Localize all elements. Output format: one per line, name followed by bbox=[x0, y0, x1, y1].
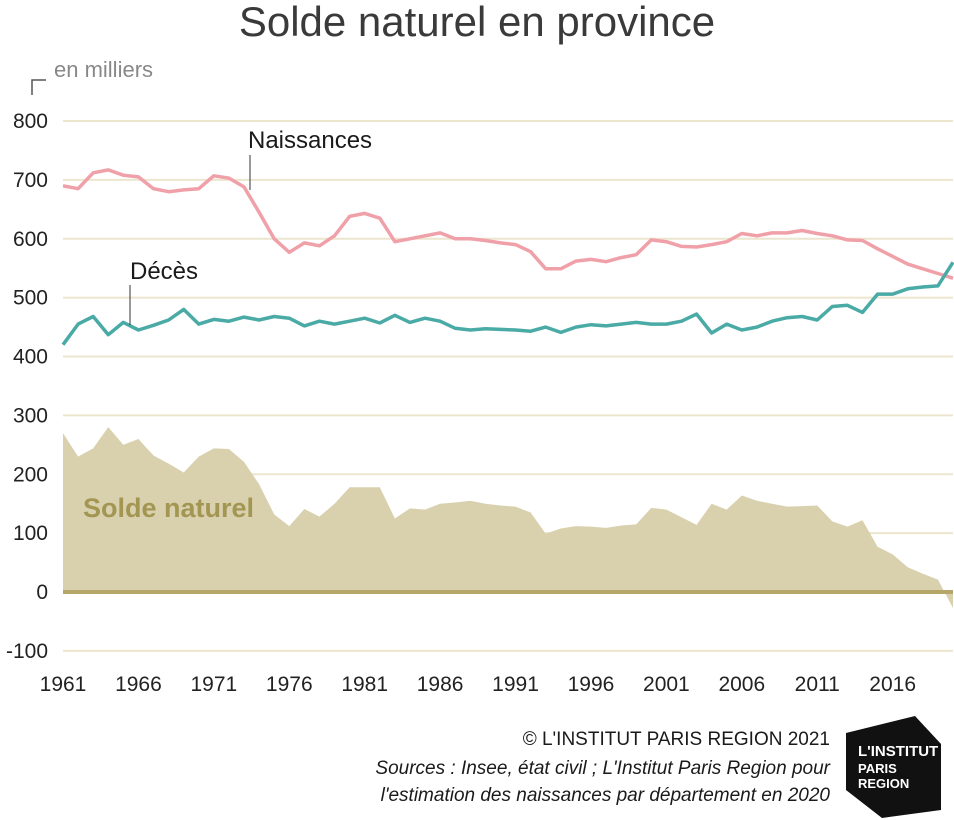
y-axis-ticks: 800 700 600 500 400 300 200 100 0 -100 bbox=[6, 110, 48, 663]
x-axis-ticks: 1961 1966 1971 1976 1981 1986 1991 1996 2001 2006… bbox=[40, 673, 916, 696]
logo-line-3: REGION bbox=[858, 776, 909, 791]
y-tick-label: 0 bbox=[36, 581, 48, 604]
y-tick-label: 500 bbox=[13, 287, 48, 310]
y-tick-label: 600 bbox=[13, 228, 48, 251]
sources-line-2: l'estimation des naissances par départem… bbox=[381, 785, 831, 806]
series-lines bbox=[61, 168, 954, 346]
solde-area-layer bbox=[63, 427, 953, 608]
copyright-text: © L'INSTITUT PARIS REGION 2021 bbox=[523, 729, 830, 750]
x-tick-label: 2006 bbox=[718, 673, 765, 696]
x-tick-label: 2016 bbox=[869, 673, 916, 696]
logo-line-1: L'INSTITUT bbox=[858, 743, 938, 760]
series-annotations: Naissances Décès Solde naturel bbox=[83, 127, 372, 523]
footer: © L'INSTITUT PARIS REGION 2021 Sources :… bbox=[375, 729, 830, 806]
y-tick-label: 400 bbox=[13, 346, 48, 369]
institut-logo: L'INSTITUT PARIS REGION bbox=[846, 716, 941, 818]
solde-naturel-area bbox=[63, 427, 953, 608]
chart-title: Solde naturel en province bbox=[239, 0, 715, 45]
x-tick-label: 1986 bbox=[417, 673, 464, 696]
x-tick-label: 1996 bbox=[568, 673, 615, 696]
x-tick-label: 1961 bbox=[40, 673, 87, 696]
x-tick-label: 1981 bbox=[341, 673, 388, 696]
y-tick-label: 200 bbox=[13, 463, 48, 486]
naissances-line bbox=[62, 168, 954, 280]
logo-shape bbox=[846, 716, 941, 818]
deces-label: Décès bbox=[130, 258, 198, 285]
x-tick-label: 1976 bbox=[266, 673, 313, 696]
x-tick-label: 1991 bbox=[492, 673, 539, 696]
y-tick-label: 800 bbox=[13, 110, 48, 133]
x-tick-label: 2001 bbox=[643, 673, 690, 696]
x-tick-label: 1966 bbox=[115, 673, 162, 696]
unit-label: en milliers bbox=[54, 57, 153, 82]
naissances-label: Naissances bbox=[248, 127, 372, 154]
x-tick-label: 1971 bbox=[190, 673, 237, 696]
y-tick-label: 700 bbox=[13, 169, 48, 192]
logo-line-2: PARIS bbox=[858, 761, 897, 776]
unit-bracket bbox=[31, 79, 46, 95]
y-tick-label: 100 bbox=[13, 522, 48, 545]
y-tick-label: 300 bbox=[13, 404, 48, 427]
solde-naturel-label: Solde naturel bbox=[83, 493, 254, 523]
y-tick-label: -100 bbox=[6, 640, 48, 663]
unit-indicator: en milliers bbox=[31, 57, 153, 95]
x-tick-label: 2011 bbox=[795, 673, 840, 696]
deces-line bbox=[61, 261, 954, 346]
sources-line-1: Sources : Insee, état civil ; L'Institut… bbox=[375, 758, 830, 779]
